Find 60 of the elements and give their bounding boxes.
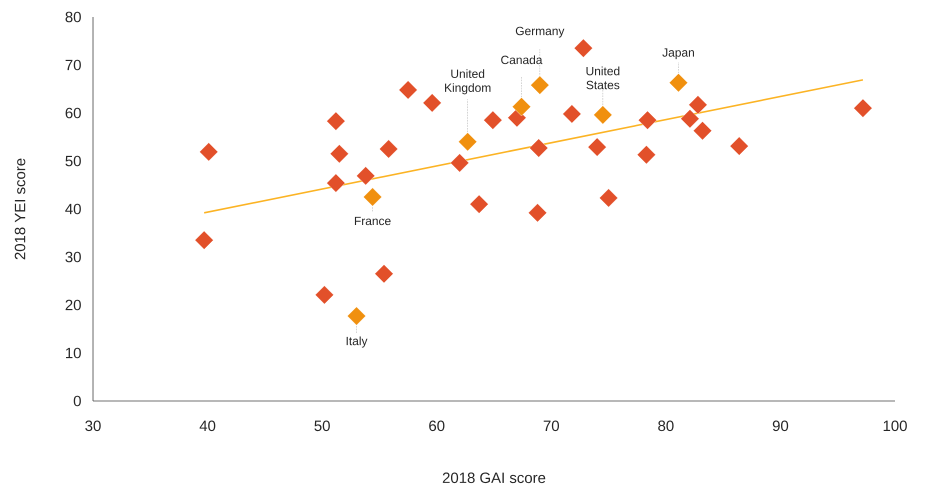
annotation: Germany [516, 26, 564, 38]
x-tick-label: 100 [884, 420, 907, 432]
y-tick-label: 80 [66, 12, 81, 22]
point [199, 142, 218, 162]
point [637, 145, 656, 164]
point [693, 121, 712, 140]
annotation: Canada [501, 55, 542, 64]
y-tick-label: 50 [65, 156, 81, 166]
point [588, 138, 607, 156]
point [194, 230, 214, 250]
y-tick-label: 40 [65, 204, 81, 214]
x-tick-label: 50 [314, 420, 330, 432]
point [330, 144, 349, 164]
point [326, 112, 346, 131]
x-tick-label: 70 [544, 420, 560, 432]
y-tick-label: 60 [66, 108, 81, 118]
point [326, 174, 346, 192]
x-tick-label: 30 [85, 420, 101, 432]
point [422, 94, 442, 112]
point [562, 104, 582, 124]
point [347, 306, 366, 326]
annotation: Italy [346, 336, 368, 348]
point [398, 80, 418, 100]
point [529, 138, 548, 158]
point [854, 98, 872, 118]
point [363, 188, 382, 206]
point [593, 106, 612, 124]
point [356, 166, 376, 186]
point [688, 95, 708, 114]
y-tick-label: 70 [66, 60, 81, 70]
x-tick-label: 40 [200, 420, 216, 432]
point [374, 264, 394, 284]
point [599, 188, 618, 208]
annotation: France [354, 216, 391, 226]
point [680, 109, 700, 128]
point [528, 203, 547, 222]
point [638, 110, 657, 130]
point [483, 110, 502, 130]
annotation: Japan [662, 48, 694, 60]
y-tick-label: 30 [65, 252, 81, 262]
point [470, 194, 489, 214]
point [574, 38, 593, 58]
x-tick-label: 90 [772, 420, 788, 432]
x-tick-label: 80 [658, 420, 674, 432]
point [379, 140, 398, 158]
point [512, 97, 531, 116]
point [530, 76, 550, 95]
y-axis-title: 2018 YEI score [14, 158, 26, 260]
point [315, 286, 334, 304]
point [458, 132, 478, 152]
point [669, 73, 688, 92]
y-tick-label: 0 [74, 396, 81, 406]
point [730, 136, 749, 156]
y-tick-label: 20 [66, 300, 81, 310]
annotation: United Kingdom [445, 69, 490, 94]
x-tick-label: 60 [429, 420, 444, 432]
y-tick-label: 10 [66, 348, 81, 358]
annotation: United States [586, 66, 620, 90]
point [450, 154, 470, 172]
x-axis-title: 2018 GAI score [442, 472, 546, 484]
